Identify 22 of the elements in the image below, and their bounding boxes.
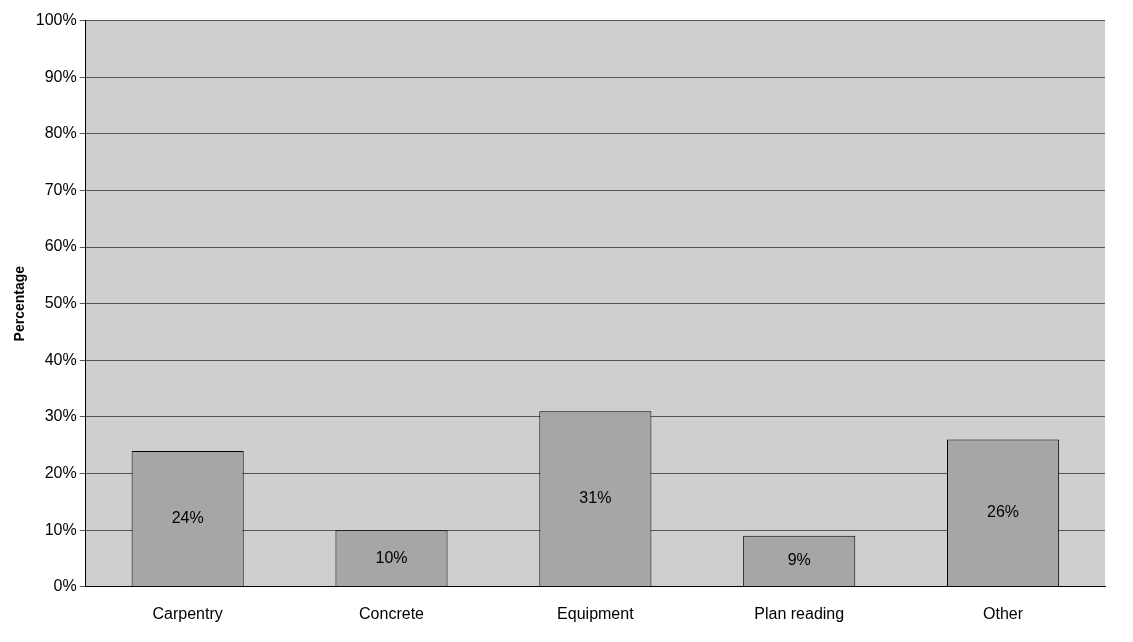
data-label: 10%	[375, 548, 408, 566]
x-tick-label: Plan reading	[754, 604, 845, 622]
y-tick-label: 20%	[44, 463, 77, 481]
y-tick-label: 0%	[53, 577, 77, 595]
x-tick-label: Carpentry	[152, 604, 223, 622]
y-axis-title: Percentage	[11, 265, 28, 342]
y-tick-label: 30%	[44, 407, 77, 425]
y-tick-label: 50%	[44, 294, 77, 312]
data-label: 31%	[579, 489, 612, 507]
y-tick-label: 90%	[44, 67, 77, 85]
x-tick-label: Concrete	[359, 604, 425, 622]
y-tick-label: 60%	[44, 237, 77, 255]
y-tick-label: 80%	[44, 124, 77, 142]
y-tick-label: 10%	[44, 520, 77, 538]
data-label: 24%	[171, 509, 204, 527]
y-tick-label: 100%	[35, 11, 77, 29]
data-label: 26%	[987, 503, 1020, 521]
data-label: 9%	[787, 551, 811, 569]
y-tick-label: 40%	[44, 350, 77, 368]
x-tick-label: Equipment	[557, 604, 635, 622]
x-tick-label: Other	[983, 604, 1024, 622]
y-tick-label: 70%	[44, 180, 77, 198]
